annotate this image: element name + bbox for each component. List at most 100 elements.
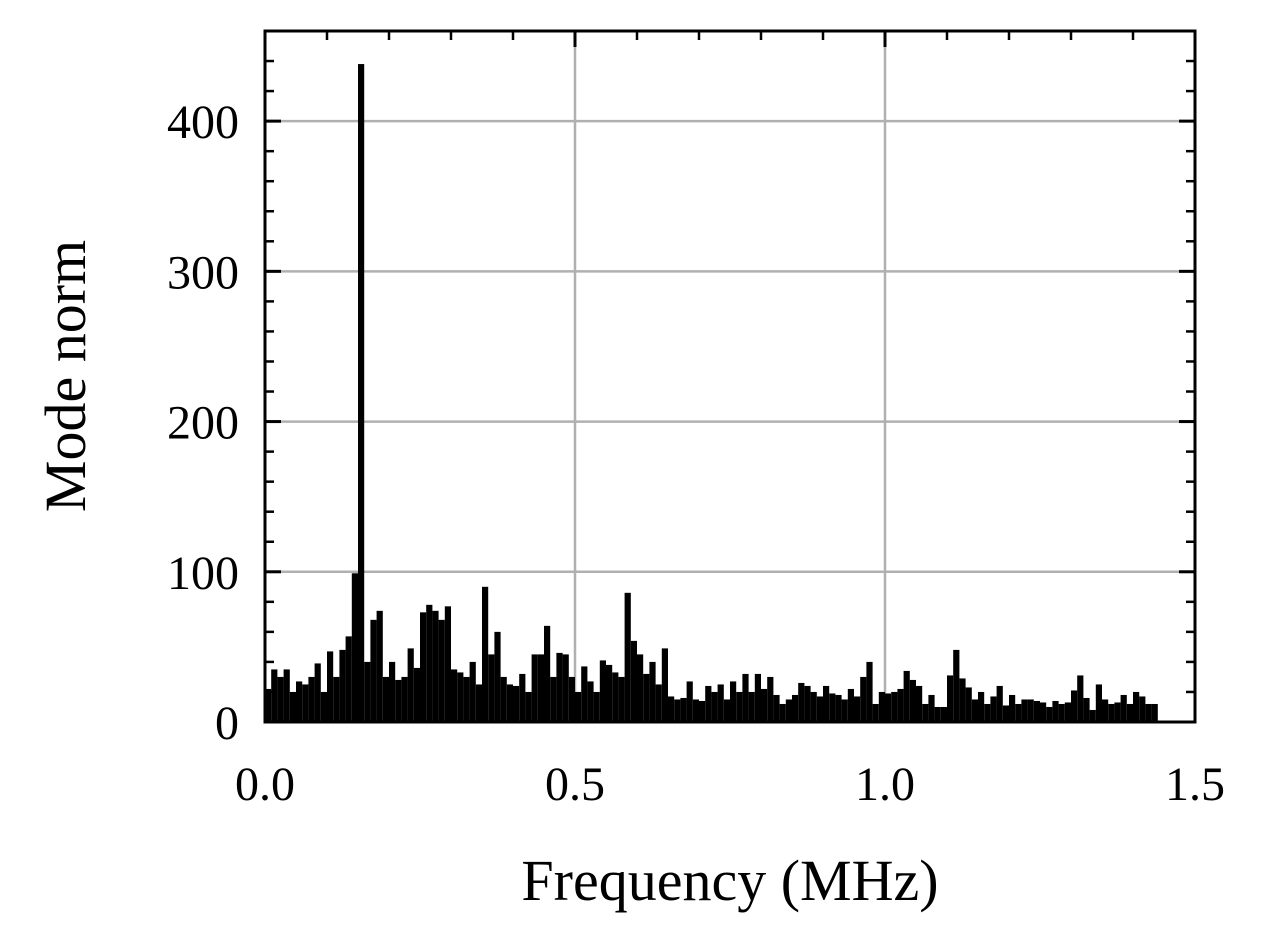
bar (475, 684, 482, 722)
bar (302, 684, 309, 722)
bar (792, 694, 799, 722)
bar (686, 681, 693, 722)
bar (674, 699, 681, 722)
bar (333, 676, 340, 722)
bar (1108, 703, 1115, 722)
bar (965, 687, 972, 722)
bar (376, 610, 383, 722)
bar (506, 684, 513, 722)
bar (649, 661, 656, 722)
bar (922, 703, 929, 722)
bar (736, 691, 743, 722)
y-tick-label: 400 (167, 96, 239, 149)
bar (544, 625, 551, 722)
bar (798, 682, 805, 722)
bar (339, 649, 346, 722)
x-tick-label: 0.5 (545, 758, 605, 811)
bar (909, 679, 916, 722)
bar (444, 606, 451, 722)
bar (916, 685, 923, 722)
bar (1114, 702, 1121, 722)
bar (1083, 697, 1090, 722)
bar (860, 676, 867, 722)
bar (283, 669, 290, 722)
bar (885, 693, 892, 722)
bar (866, 661, 873, 722)
x-tick-label: 1.0 (855, 758, 915, 811)
bar (519, 673, 526, 722)
bar (1058, 703, 1065, 722)
bar (717, 684, 724, 722)
bar (289, 691, 296, 722)
bar (1002, 705, 1009, 722)
bar (953, 649, 960, 722)
bar (816, 696, 823, 722)
bar (1133, 691, 1140, 722)
bar (841, 699, 848, 722)
bar (451, 669, 458, 722)
bar (1089, 709, 1096, 722)
bar (618, 676, 625, 722)
bar (1027, 699, 1034, 722)
bar (810, 691, 817, 722)
bar (835, 694, 842, 722)
bar (1021, 699, 1028, 722)
bar (947, 675, 954, 722)
bar (668, 696, 675, 722)
bar (872, 703, 879, 722)
bar (1071, 690, 1078, 722)
bar (1151, 703, 1158, 722)
bar (581, 666, 588, 722)
bar (1139, 696, 1146, 722)
y-tick-label: 300 (167, 246, 239, 299)
bar (705, 685, 712, 722)
bar (401, 676, 408, 722)
bar (469, 661, 476, 722)
bar (612, 672, 619, 722)
bar (271, 669, 278, 722)
plot-frame (263, 29, 1197, 724)
bar (940, 706, 947, 722)
bar (537, 654, 544, 722)
bar (785, 699, 792, 722)
bar (1040, 702, 1047, 722)
bar (420, 612, 427, 722)
bar (606, 664, 613, 722)
bar (488, 654, 495, 722)
bar (308, 676, 315, 722)
bar (587, 681, 594, 722)
bar (854, 696, 861, 722)
bar (996, 685, 1003, 722)
bar (395, 679, 402, 722)
bar (345, 636, 352, 722)
bar (320, 691, 327, 722)
bar (494, 631, 501, 722)
bar (277, 676, 284, 722)
bar (1095, 684, 1102, 722)
bar (692, 699, 699, 722)
bar (711, 691, 718, 722)
bar (971, 699, 978, 722)
bar (630, 640, 637, 722)
bar (742, 673, 749, 722)
x-tick-label: 1.5 (1165, 758, 1225, 811)
bar (407, 648, 414, 722)
bar (426, 604, 433, 722)
bar (661, 648, 668, 722)
bar (878, 691, 885, 722)
bar (1033, 700, 1040, 722)
bar (1009, 694, 1016, 722)
bar (959, 678, 966, 722)
bar (804, 685, 811, 722)
y-tick-label: 100 (167, 547, 239, 600)
bar (779, 703, 786, 722)
bar (891, 691, 898, 722)
bar (457, 672, 464, 722)
bar (513, 685, 520, 722)
bar (655, 684, 662, 722)
bar (265, 688, 272, 722)
bar (463, 676, 470, 722)
bar (637, 654, 644, 722)
bar (829, 693, 836, 722)
